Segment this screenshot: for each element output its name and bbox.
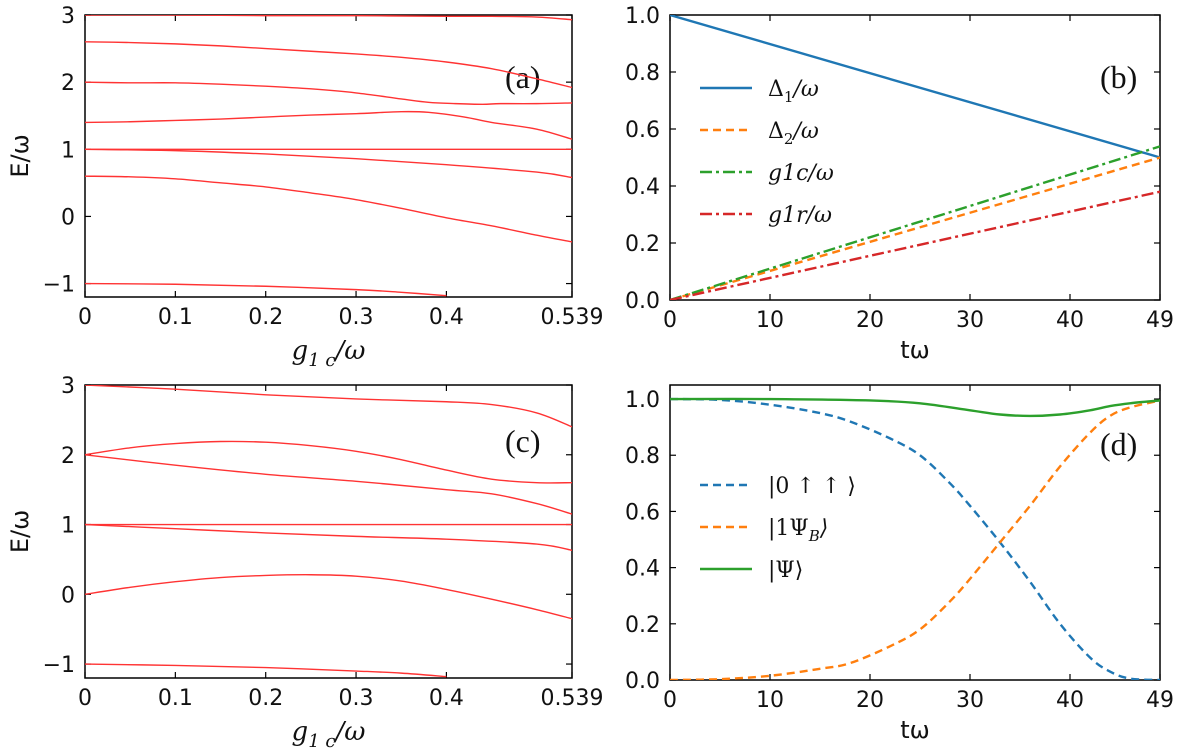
y-tick-label: 0.6 [625, 500, 660, 525]
x-tick-label: 30 [956, 308, 984, 333]
y-tick-label: 0.4 [625, 175, 660, 200]
x-tick-label: 10 [756, 308, 784, 333]
x-tick-label: 20 [856, 308, 884, 333]
legend-label: |1ΨB⟩ [768, 516, 828, 545]
y-tick-label: 1 [61, 138, 75, 163]
x-tick-label: 20 [856, 688, 884, 713]
series-line-level-7 [85, 175, 572, 243]
x-tick-label: 49 [1146, 308, 1174, 333]
x-axis-title: g1 c/ω [292, 717, 366, 750]
plot-frame [669, 14, 1161, 301]
series-line-level-6 [85, 148, 572, 179]
legend-label: |Ψ⟩ [768, 558, 803, 583]
y-tick-label: 0.8 [625, 444, 660, 469]
x-tick-label: 0 [78, 305, 92, 330]
x-tick-label: 0.2 [248, 686, 283, 711]
x-tick-label: 0.2 [248, 305, 283, 330]
y-tick-label: 3 [61, 4, 75, 29]
x-tick-label: 0.1 [158, 686, 193, 711]
y-tick-label: 1.0 [625, 388, 660, 413]
panel-tag: (a) [505, 59, 541, 95]
series-line-g1r/ω [670, 190, 1160, 300]
series-line-|1Ψ_B⟩ [670, 399, 1160, 680]
legend-label: Δ1/ω [768, 77, 819, 106]
y-tick-label: 0.0 [625, 289, 660, 314]
series-line-level-2 [85, 440, 572, 484]
x-axis-title: g1 c/ω [292, 336, 366, 371]
x-tick-label: 0.3 [339, 686, 374, 711]
x-tick-label: 49 [1146, 688, 1174, 713]
plot-frame [84, 14, 573, 298]
y-tick-label: 2 [61, 444, 75, 469]
x-tick-label: 0 [78, 686, 92, 711]
plot-frame [669, 384, 1161, 681]
panel-tag: (d) [1100, 426, 1137, 462]
y-tick-label: 2 [61, 71, 75, 96]
x-tick-label: 40 [1056, 688, 1084, 713]
y-axis-title: E/ω [6, 510, 34, 553]
x-tick-label: 0.1 [158, 305, 193, 330]
y-tick-label: 0.6 [625, 118, 660, 143]
series-line-level-3 [85, 454, 572, 515]
series-line-|0 ↑ ↑ ⟩ [670, 397, 1160, 680]
x-tick-label: 30 [956, 688, 984, 713]
y-tick-label: 1.0 [625, 4, 660, 29]
x-tick-label: 0.539 [541, 686, 604, 711]
series-line-g1c/ω [670, 145, 1160, 300]
series-line-level-1 [85, 15, 572, 21]
y-tick-label: 0 [61, 583, 75, 608]
x-tick-label: 0 [663, 308, 677, 333]
series-line-Δ1/ω [670, 15, 1160, 159]
y-tick-label: −1 [43, 273, 75, 298]
series-line-level-3 [85, 81, 572, 106]
series-line-level-1 [85, 385, 572, 428]
panel-tag: (c) [505, 423, 541, 459]
plot-frame [84, 384, 573, 679]
x-tick-label: 10 [756, 688, 784, 713]
y-tick-label: −1 [43, 653, 75, 678]
panel-tag: (b) [1100, 59, 1137, 95]
y-axis-title: E/ω [6, 134, 34, 177]
panel-d: 0 10 20 30 40 49 0.0 0.2 0.4 0.6 0.8 1.0 tω (d) |0 ↑ ↑… [625, 384, 1174, 744]
series-line-Δ2/ω [670, 156, 1160, 300]
series-line-|Ψ⟩ [670, 397, 1160, 418]
y-tick-label: 0.2 [625, 613, 660, 638]
series-line-level-7 [85, 663, 447, 678]
x-tick-label: 0.3 [339, 305, 374, 330]
legend-label: g1r/ω [768, 203, 832, 228]
panel-b: 0 10 20 30 40 49 0.0 0.2 0.4 0.6 0.8 1.0 tω (b) Δ1/ω Δ2… [625, 4, 1174, 364]
legend-label: |0 ↑ ↑ ⟩ [768, 474, 856, 499]
series-line-level-6 [85, 574, 572, 620]
x-tick-label: 40 [1056, 308, 1084, 333]
x-tick-label: 0 [663, 688, 677, 713]
y-tick-label: 0 [61, 205, 75, 230]
x-axis-title: tω [900, 336, 930, 364]
x-tick-label: 0.4 [429, 686, 464, 711]
x-tick-label: 0.539 [541, 305, 604, 330]
y-tick-label: 0.8 [625, 61, 660, 86]
series-line-level-5 [85, 523, 572, 552]
y-tick-label: 1 [61, 514, 75, 539]
y-tick-label: 0.4 [625, 557, 660, 582]
series-group [85, 385, 572, 678]
series-line-level-2 [85, 41, 572, 89]
legend-label: g1c/ω [768, 161, 834, 186]
series-group [670, 15, 1160, 300]
x-tick-label: 0.4 [429, 305, 464, 330]
legend-label: Δ2/ω [768, 119, 819, 148]
series-group [85, 15, 572, 297]
y-tick-label: 0.2 [625, 232, 660, 257]
x-axis-title: tω [900, 716, 930, 744]
y-tick-label: 0.0 [625, 669, 660, 694]
series-line-level-4 [85, 110, 572, 140]
series-group [670, 397, 1160, 680]
series-line-level-8 [85, 282, 447, 297]
y-tick-label: 3 [61, 374, 75, 399]
